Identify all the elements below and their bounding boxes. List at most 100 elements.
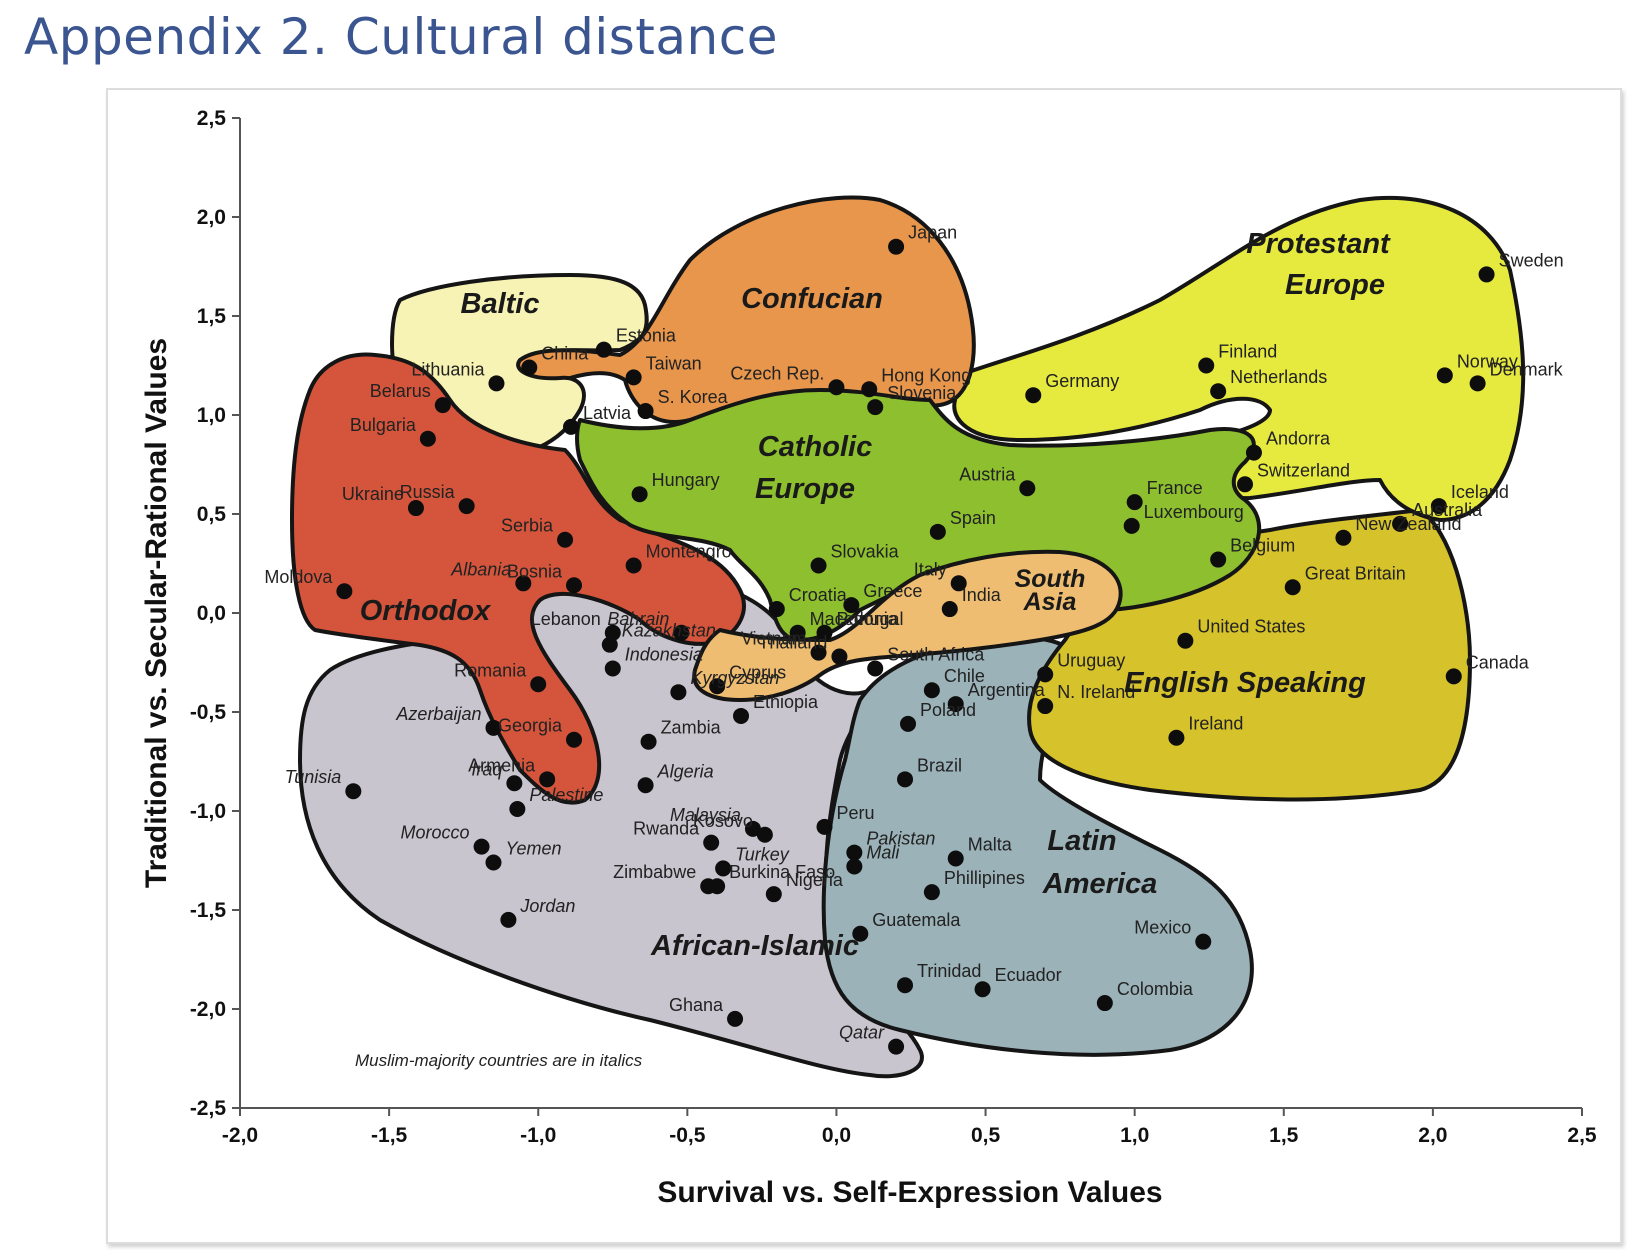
point-italy	[950, 575, 967, 592]
point-trinidad	[897, 977, 914, 994]
label-belgium: Belgium	[1230, 536, 1295, 556]
label-croatia: Croatia	[789, 585, 848, 605]
label-italy: Italy	[914, 559, 947, 579]
label-serbia: Serbia	[501, 516, 554, 536]
point-netherlands	[1210, 383, 1227, 400]
y-axis-title: Traditional vs. Secular-Rational Values	[140, 338, 173, 888]
point-jordan	[500, 911, 517, 928]
label-argentina: Argentina	[968, 680, 1046, 700]
label-bosnia: Bosnia	[507, 561, 563, 581]
point-turkey	[715, 860, 732, 877]
label-australia: Australia	[1412, 500, 1483, 520]
zone-label-latin-america: Latin	[1047, 825, 1116, 857]
label-tunisia: Tunisia	[285, 767, 342, 787]
label-united-states: United States	[1197, 617, 1305, 637]
point-palestine	[509, 801, 526, 818]
label-hungary: Hungary	[652, 470, 720, 490]
y-tick-label: 0,0	[197, 602, 226, 625]
point-ecuador	[974, 981, 991, 998]
point-iraq	[506, 775, 523, 792]
point-south-africa	[867, 660, 884, 677]
point-hong-kong	[861, 381, 878, 398]
x-tick-label: -1,0	[520, 1124, 556, 1147]
point-azerbaijan	[485, 719, 502, 736]
zone-label-orthodox: Orthodox	[360, 595, 492, 627]
point-sweden	[1478, 266, 1495, 283]
x-tick-label: 1,0	[1120, 1124, 1149, 1147]
label-guatemala: Guatemala	[872, 910, 961, 930]
zone-label-african-islamic: African-Islamic	[650, 930, 859, 962]
point-latvia	[563, 418, 580, 435]
zone-labels-layer: African-Islamic Latin America English Speak…	[360, 228, 1391, 962]
label-georgia: Georgia	[498, 716, 563, 736]
y-tick-label: 2,0	[197, 206, 226, 229]
point-qatar	[888, 1038, 905, 1055]
point-rwanda	[703, 834, 720, 851]
y-tick-label: -2,5	[190, 1097, 227, 1120]
point-greece	[843, 597, 860, 614]
label-algeria: Algeria	[657, 761, 714, 781]
point-tunisia	[345, 783, 362, 800]
x-tick-label: 2,0	[1418, 1124, 1447, 1147]
label-norway: Norway	[1457, 351, 1518, 371]
label-pakistan: Pakistan	[866, 829, 935, 849]
point-ethiopia	[733, 707, 750, 724]
label-mali: Mali	[866, 842, 900, 862]
label-france: France	[1147, 478, 1203, 498]
point-finland	[1198, 357, 1215, 374]
point-slovenia	[867, 399, 884, 416]
point-united-states	[1177, 632, 1194, 649]
label-slovenia: Slovenia	[887, 383, 957, 403]
point-austria	[1019, 480, 1036, 497]
point-moldova	[336, 583, 353, 600]
x-tick-label: 0,5	[971, 1124, 1001, 1147]
y-tick-label: -2,0	[190, 998, 226, 1021]
label-rwanda: Rwanda	[633, 819, 700, 839]
point-australia	[1392, 515, 1409, 532]
y-tick-label: 0,5	[197, 503, 227, 526]
point-peru	[816, 818, 833, 835]
point-brazil	[897, 771, 914, 788]
label-palestine: Palestine	[529, 785, 603, 805]
label-belarus: Belarus	[370, 381, 431, 401]
x-tick-label: 2,5	[1567, 1124, 1597, 1147]
point-croatia	[768, 601, 785, 618]
label-hong-kong: Hong Kong	[881, 365, 971, 385]
zone-layer	[290, 195, 1526, 1079]
label-qatar: Qatar	[839, 1023, 885, 1043]
point-colombia	[1096, 995, 1113, 1012]
label-thailand: Thailand	[758, 633, 827, 653]
label-malta: Malta	[968, 835, 1013, 855]
label-azerbaijan: Azerbaijan	[395, 704, 481, 724]
label-finland: Finland	[1218, 342, 1277, 362]
point-bulgaria	[419, 430, 436, 447]
label-phillipines: Phillipines	[944, 868, 1025, 888]
label-bahrain: Bahrain	[607, 609, 669, 629]
zone-label-south-asia: South	[1015, 565, 1086, 593]
label-ireland: Ireland	[1188, 714, 1243, 734]
label-taiwan: Taiwan	[646, 353, 702, 373]
label-ukraine: Ukraine	[342, 484, 404, 504]
point-albania	[515, 575, 532, 592]
point-georgia	[566, 731, 583, 748]
label-peru: Peru	[837, 803, 875, 823]
label-estonia: Estonia	[616, 326, 677, 346]
label-greece: Greece	[863, 581, 922, 601]
point-cyprus	[709, 678, 726, 695]
label-iceland: Iceland	[1451, 482, 1509, 502]
label-s-korea: S. Korea	[658, 387, 729, 407]
zone-label-latin-america: America	[1042, 868, 1157, 900]
x-tick-label: -1,5	[371, 1124, 408, 1147]
label-kosovo: Kosovo	[693, 811, 753, 831]
point-india	[941, 601, 958, 618]
label-vietnam: Vietnam	[741, 629, 807, 649]
point-czech-rep	[828, 379, 845, 396]
ticks-layer: -2,0 -1,5 -1,0 -0,5 0,0 0,5 1,0 1,5 2,0 2,5 2,5 2,0…	[190, 107, 1597, 1147]
y-tick-label: 1,0	[197, 404, 226, 427]
zone-label-protestant-europe: Protestant	[1246, 228, 1391, 260]
label-germany: Germany	[1045, 371, 1119, 391]
point-germany	[1025, 387, 1042, 404]
x-tick-label: -0,5	[669, 1124, 706, 1147]
label-sweden: Sweden	[1499, 250, 1564, 270]
